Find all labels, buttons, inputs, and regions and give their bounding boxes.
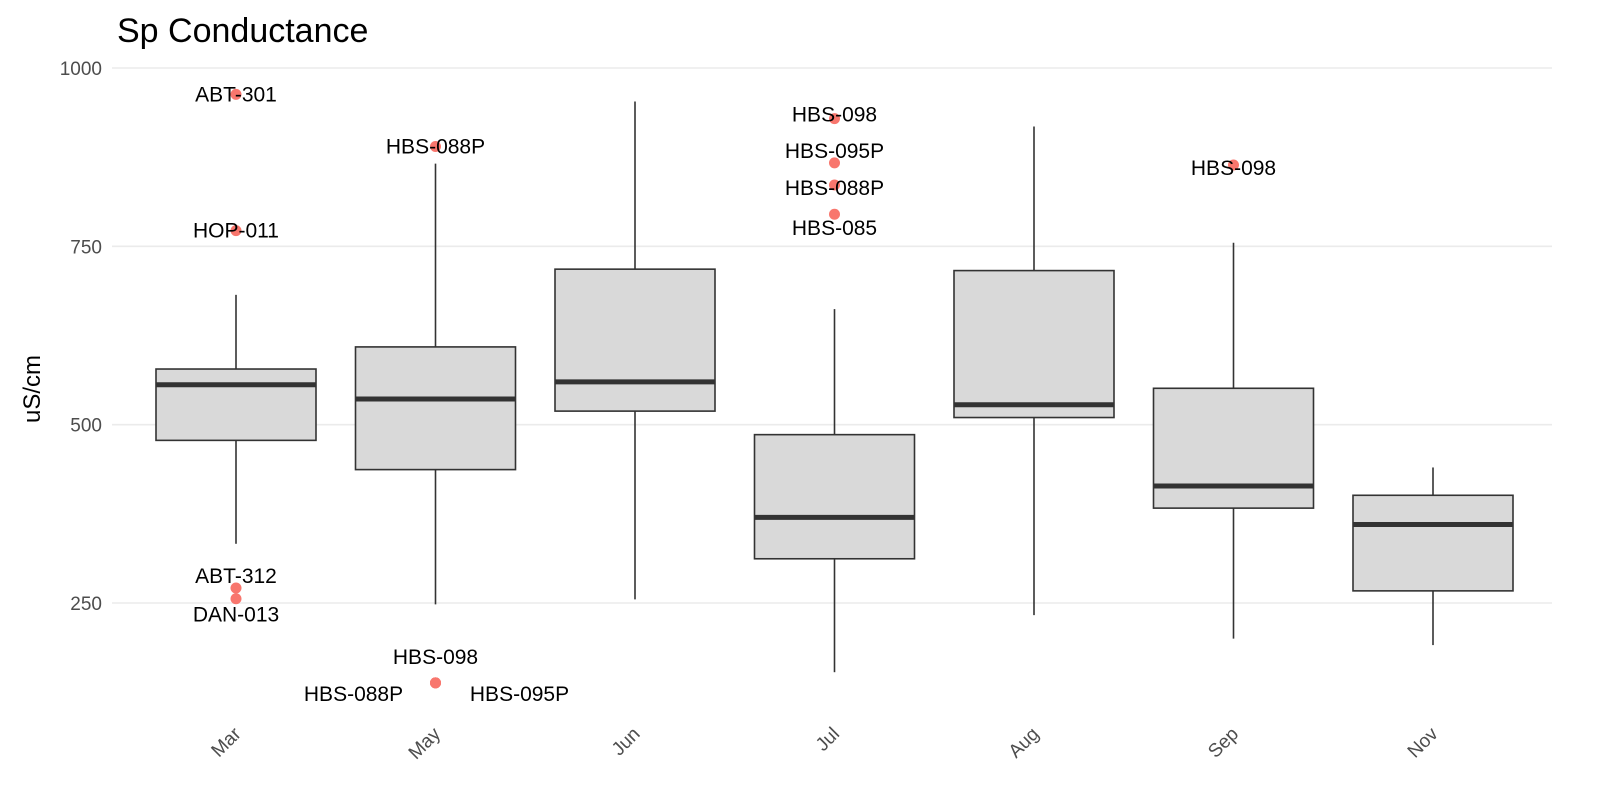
- outlier-label: HBS-098: [792, 104, 877, 127]
- outlier-point: [829, 208, 840, 220]
- box-iqr: [554, 268, 716, 412]
- boxes: [155, 101, 1514, 673]
- outlier-point: [230, 582, 242, 594]
- outlier-point: [230, 593, 242, 605]
- outlier-label: HBS-098: [1191, 157, 1276, 180]
- outlier-label: ABT-312: [195, 565, 277, 588]
- chart-title: Sp Conductance: [117, 12, 368, 50]
- box-iqr: [155, 368, 317, 442]
- x-tick-label: Mar: [208, 723, 246, 761]
- x-tick-label: Jun: [608, 724, 645, 761]
- outlier-point: [430, 140, 441, 152]
- outlier-label: HBS-088P: [785, 177, 884, 200]
- y-tick-label: 500: [70, 416, 102, 437]
- outlier-labels: ABT-301 HOP-011 ABT-312 DAN-013 HBS-088P HBS-…: [193, 83, 1276, 706]
- box-iqr: [753, 433, 916, 560]
- outlier-label: HBS-095P: [470, 683, 569, 706]
- x-tick-label: Aug: [1005, 724, 1044, 763]
- outlier-point: [1228, 159, 1239, 171]
- x-tick-label: Nov: [1404, 723, 1443, 762]
- outlier-label: HBS-088P: [386, 135, 485, 158]
- outlier-point: [829, 179, 840, 191]
- outlier-label: HOP-011: [193, 220, 279, 243]
- y-tick-label: 250: [70, 594, 102, 615]
- box-iqr: [1152, 387, 1315, 509]
- x-tick-label: Sep: [1204, 724, 1243, 763]
- outlier-label: HBS-095P: [785, 140, 884, 163]
- outliers: [230, 88, 1239, 689]
- box-iqr: [953, 269, 1115, 419]
- x-tick-label: May: [405, 723, 446, 764]
- box-iqr: [354, 346, 517, 471]
- outlier-point: [230, 225, 242, 237]
- outlier-label: HBS-098: [393, 646, 478, 669]
- outlier-label: DAN-013: [193, 604, 279, 627]
- outlier-label: ABT-301: [195, 83, 277, 106]
- outlier-label: HBS-088P: [304, 683, 403, 706]
- y-axis-title: uS/cm: [19, 355, 46, 423]
- outlier-point: [230, 88, 242, 100]
- box-iqr: [1352, 494, 1514, 592]
- outlier-point: [430, 677, 441, 689]
- x-tick-label: Jul: [812, 724, 844, 756]
- y-tick-label: 750: [70, 237, 102, 258]
- outlier-point: [829, 113, 840, 125]
- y-tick-label: 1000: [60, 59, 102, 80]
- outlier-label: HBS-085: [792, 217, 877, 240]
- outlier-point: [829, 157, 840, 169]
